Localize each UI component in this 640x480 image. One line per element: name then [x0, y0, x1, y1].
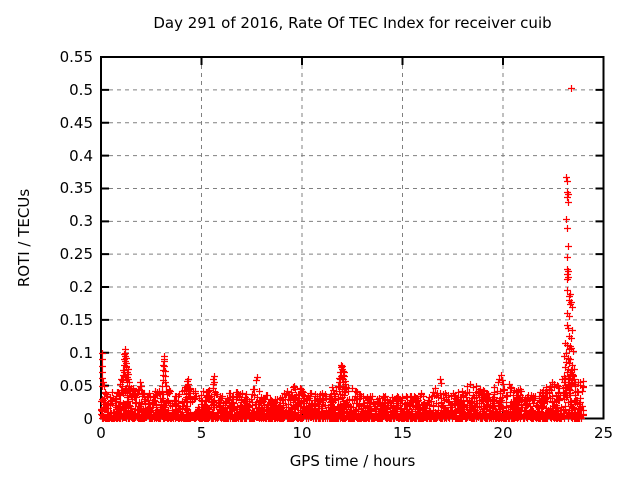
y-tick-label: 0.35: [59, 179, 93, 198]
x-tick-label: 25: [593, 424, 614, 442]
axis-tick-marks: [100, 56, 605, 420]
scatter-points-band: [98, 371, 587, 422]
y-tick-label: 0.45: [59, 113, 93, 132]
y-tick-label: 0.25: [59, 245, 93, 264]
plot-border: [100, 56, 605, 420]
x-tick-label: 10: [292, 424, 312, 442]
y-tick-label: 0.55: [59, 48, 93, 66]
y-tick-label: 0: [83, 409, 93, 428]
grid-lines: [100, 56, 604, 419]
scatter-points-spikes: [99, 85, 579, 391]
y-tick-label: 0.4: [69, 146, 93, 165]
x-axis-label: GPS time / hours: [289, 452, 416, 470]
x-tick-label: 20: [493, 424, 513, 442]
y-tick-label: 0.1: [69, 343, 93, 362]
x-tick-label: 15: [392, 424, 413, 442]
y-axis-label: ROTI / TECUs: [15, 188, 33, 288]
x-tick-label: 0: [96, 424, 106, 442]
y-tick-label: 0.3: [69, 212, 93, 231]
y-tick-label: 0.5: [69, 80, 93, 99]
chart-title: Day 291 of 2016, Rate Of TEC Index for r…: [153, 14, 552, 32]
y-tick-label: 0.2: [69, 278, 93, 297]
y-tick-label: 0.05: [59, 376, 93, 395]
y-tick-label: 0.15: [59, 310, 93, 329]
x-tick-label: 5: [196, 424, 207, 442]
